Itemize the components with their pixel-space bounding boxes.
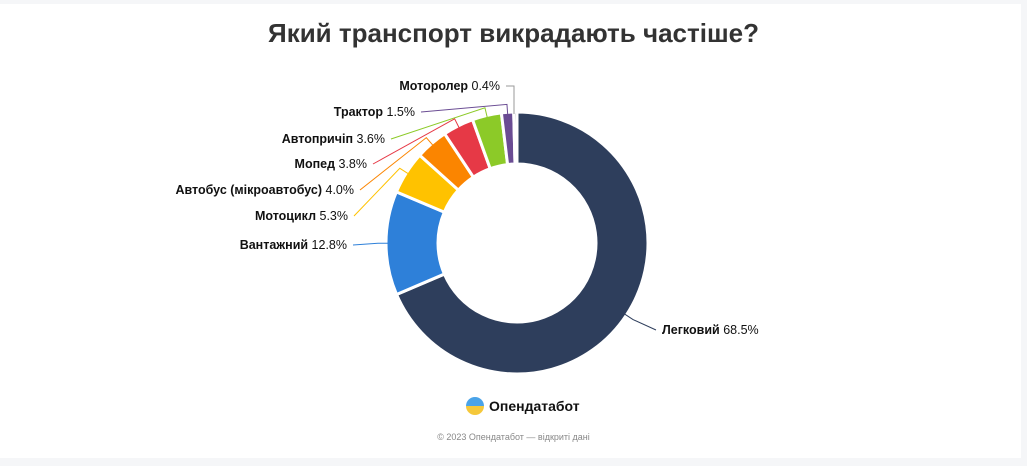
slice-label-name: Трактор [334,105,384,119]
slice-label-value: 0.4% [468,79,500,93]
brand-name: Опендатабот [489,398,580,414]
slice-label-name: Легковий [662,323,720,337]
slice-label-1: Вантажний 12.8% [240,238,347,252]
slice-label-name: Мопед [295,157,336,171]
slice-label-name: Мотоцикл [255,209,316,223]
slice-label-name: Моторолер [399,79,468,93]
slice-0[interactable] [395,110,650,376]
slice-label-value: 4.0% [322,183,354,197]
slice-label-name: Автопричіп [282,132,353,146]
leader-line-2 [353,167,409,217]
slice-label-value: 3.6% [353,132,385,146]
leader-line-7 [506,85,515,115]
slice-label-6: Трактор 1.5% [334,105,415,119]
slice-label-name: Автобус (мікроавтобус) [175,183,322,197]
leader-line-5 [390,107,488,140]
leader-line-3 [359,136,434,191]
slice-label-name: Вантажний [240,238,308,252]
slice-7[interactable] [512,110,519,166]
leader-line-6 [420,103,509,115]
slice-label-4: Мопед 3.8% [295,157,367,171]
slice-label-value: 5.3% [316,209,348,223]
slice-label-0: Легковий 68.5% [662,323,759,337]
slice-label-value: 12.8% [308,238,347,252]
slice-label-value: 1.5% [383,105,415,119]
opendatabot-logo-icon [466,397,484,415]
brand-logo: Опендатабот [466,397,580,415]
chart-card [0,4,1021,458]
slice-label-3: Автобус (мікроавтобус) 4.0% [175,183,354,197]
slice-label-5: Автопричіп 3.6% [282,132,385,146]
chart-title: Який транспорт викрадають частіше? [268,18,759,48]
leader-line-0 [624,313,657,331]
slice-label-2: Мотоцикл 5.3% [255,209,348,223]
leader-line-4 [372,118,460,165]
leader-line-1 [352,242,389,246]
slice-label-value: 68.5% [720,323,759,337]
slice-label-7: Моторолер 0.4% [399,79,500,93]
slice-label-value: 3.8% [335,157,367,171]
footer-copyright: © 2023 Опендатабот — відкриті дані [437,432,590,442]
